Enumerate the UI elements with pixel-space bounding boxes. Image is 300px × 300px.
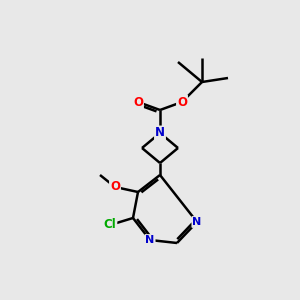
Text: Cl: Cl — [103, 218, 116, 232]
Text: N: N — [146, 235, 154, 245]
Text: O: O — [110, 181, 120, 194]
Text: O: O — [133, 95, 143, 109]
Text: N: N — [155, 127, 165, 140]
Text: O: O — [177, 95, 187, 109]
Text: N: N — [192, 217, 202, 227]
